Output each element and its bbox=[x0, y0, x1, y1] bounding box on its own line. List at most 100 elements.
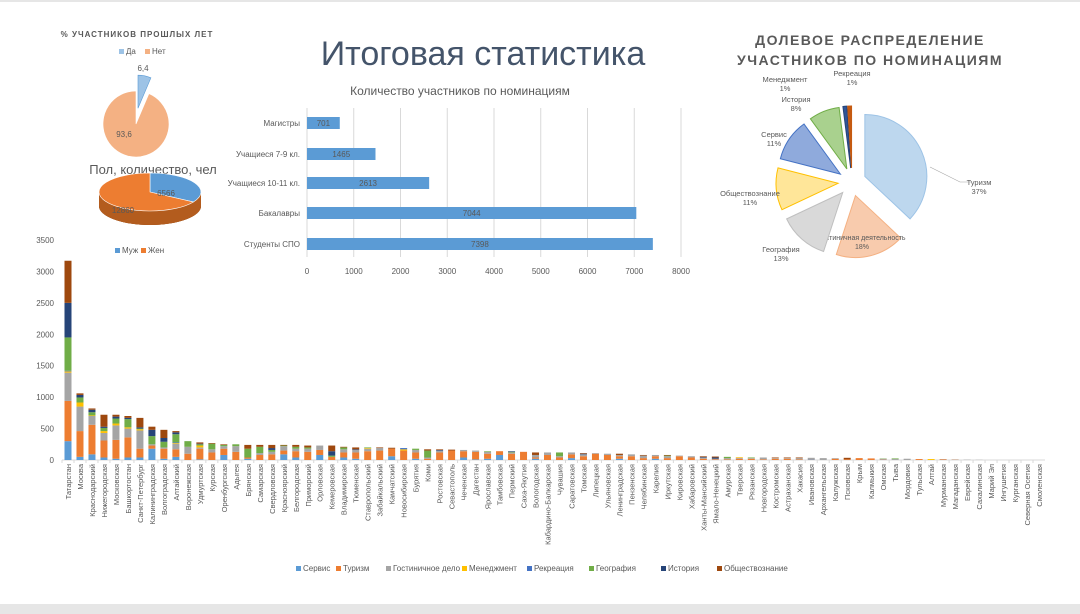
stacked-bar-segment bbox=[376, 451, 383, 460]
region-label: Курганская bbox=[1011, 464, 1020, 503]
stacked-bar-segment bbox=[172, 449, 179, 457]
stacked-bar-segment bbox=[592, 453, 599, 454]
stacked-bar-segment bbox=[556, 456, 563, 457]
stacked-bar-segment bbox=[328, 457, 335, 460]
stacked-bar-segment bbox=[196, 446, 203, 448]
stacked-bar-segment bbox=[304, 452, 311, 460]
region-label: Калмыкия bbox=[867, 464, 876, 499]
stacked-bar-segment bbox=[772, 458, 779, 459]
stacked-bar-segment bbox=[592, 454, 599, 460]
y-category-label: Студенты СПО bbox=[244, 240, 300, 249]
stacked-bar-segment bbox=[208, 443, 215, 444]
stacked-bar-segment bbox=[820, 458, 827, 460]
region-label: Крым bbox=[855, 464, 864, 483]
region-label: Волгоградская bbox=[160, 464, 169, 515]
stacked-bar-segment bbox=[148, 444, 155, 445]
stacked-bar-segment bbox=[544, 455, 551, 460]
stacked-bar-segment bbox=[160, 447, 167, 448]
stacked-bar-segment bbox=[136, 457, 143, 460]
region-label: Тамбовская bbox=[496, 464, 505, 505]
region-label: Воронежская bbox=[184, 464, 193, 510]
stacked-bar-segment bbox=[352, 447, 359, 449]
stacked-bar-segment bbox=[796, 458, 803, 459]
region-label: Липецкая bbox=[591, 464, 600, 497]
stacked-bar-segment bbox=[136, 418, 143, 427]
stacked-bar-segment bbox=[472, 452, 479, 460]
stacked-bar-segment bbox=[280, 454, 287, 460]
region-label: Ростовская bbox=[436, 464, 445, 503]
y-tick-label: 1500 bbox=[36, 362, 54, 371]
stacked-bar-segment bbox=[148, 446, 155, 449]
bar-chart-title: Количество участников по номинациям bbox=[350, 84, 570, 98]
stacked-bar-segment bbox=[268, 450, 275, 452]
stacked-bar-segment bbox=[688, 457, 695, 460]
stacked-bar-segment bbox=[892, 459, 899, 460]
stacked-bar-segment bbox=[484, 454, 491, 459]
region-label: Омская bbox=[879, 464, 888, 490]
stacked-bar-segment bbox=[616, 454, 623, 455]
y-category-label: Магистры bbox=[264, 119, 301, 128]
legend-label: Гостиничное дело bbox=[393, 564, 461, 573]
stacked-bar-segment bbox=[160, 449, 167, 459]
stacked-bar-segment bbox=[160, 430, 167, 438]
stacked-bar-segment bbox=[88, 410, 95, 413]
stacked-bar-segment bbox=[136, 427, 143, 428]
stacked-bar-segment bbox=[460, 451, 467, 457]
stacked-bar-segment bbox=[112, 425, 119, 439]
stacked-bar-segment bbox=[136, 430, 143, 448]
stacked-bar-segment bbox=[196, 447, 203, 448]
stacked-bar-segment bbox=[316, 455, 323, 460]
y-tick-label: 1000 bbox=[36, 393, 54, 402]
stacked-bar-segment bbox=[352, 449, 359, 450]
region-label: Новосибирская bbox=[400, 464, 409, 518]
region-label: Иркутская bbox=[663, 464, 672, 499]
stacked-bar-segment bbox=[124, 418, 131, 419]
stacked-bar-segment bbox=[916, 459, 923, 460]
stacked-bar-segment bbox=[256, 453, 263, 455]
stacked-bar-segment bbox=[244, 445, 251, 449]
region-label: Пензенская bbox=[627, 464, 636, 505]
stacked-bar-segment bbox=[292, 447, 299, 449]
region-label: Дагестан bbox=[472, 464, 481, 495]
stacked-bar-segment bbox=[280, 446, 287, 450]
stacked-bar-segment bbox=[100, 431, 107, 433]
x-tick-label: 0 bbox=[305, 267, 310, 276]
region-label: Костромская bbox=[771, 464, 780, 509]
stacked-bar-segment bbox=[292, 457, 299, 460]
region-label: Архангельская bbox=[819, 464, 828, 515]
y-tick-label: 2500 bbox=[36, 299, 54, 308]
stacked-bar-segment bbox=[712, 457, 719, 458]
stacked-bar-segment bbox=[280, 446, 287, 447]
stacked-bar-segment bbox=[616, 459, 623, 460]
stacked-bar-segment bbox=[724, 458, 731, 459]
stacked-bar-segment bbox=[196, 442, 203, 443]
stacked-bar-segment bbox=[844, 459, 851, 460]
stacked-bar-segment bbox=[772, 459, 779, 460]
stacked-bar-segment bbox=[340, 447, 347, 449]
region-label: Астраханская bbox=[783, 464, 792, 512]
share-pie-title-line2: УЧАСТНИКОВ ПО НОМИНАЦИЯМ bbox=[737, 52, 1003, 68]
stacked-bar-segment bbox=[844, 458, 851, 460]
stacked-bar-segment bbox=[172, 432, 179, 434]
stacked-bar-segment bbox=[244, 449, 251, 458]
stacked-bar-segment bbox=[220, 449, 227, 455]
stacked-bar-segment bbox=[580, 454, 587, 455]
stacked-bar-segment bbox=[292, 449, 299, 452]
slice-name-label: Обществознание bbox=[720, 189, 780, 198]
stacked-bar-segment bbox=[136, 449, 143, 458]
y-category-label: Учащиеся 10-11 кл. bbox=[228, 179, 300, 188]
stacked-bar-segment bbox=[328, 456, 335, 457]
region-label: Мордовия bbox=[903, 464, 912, 499]
stacked-bar-segment bbox=[124, 457, 131, 460]
stacked-bar-segment bbox=[364, 451, 371, 460]
region-label: Саха-Якутия bbox=[520, 464, 529, 508]
region-label: Саратовская bbox=[567, 464, 576, 509]
stacked-bar-segment bbox=[724, 457, 731, 458]
stacked-bar-segment bbox=[244, 459, 251, 460]
stacked-bar-segment bbox=[736, 457, 743, 458]
stacked-bar-segment bbox=[352, 450, 359, 453]
region-label: Сахалинская bbox=[975, 464, 984, 510]
stacked-bar-segment bbox=[928, 459, 935, 460]
stacked-bar-segment bbox=[124, 427, 131, 428]
stacked-bar-segment bbox=[556, 457, 563, 460]
